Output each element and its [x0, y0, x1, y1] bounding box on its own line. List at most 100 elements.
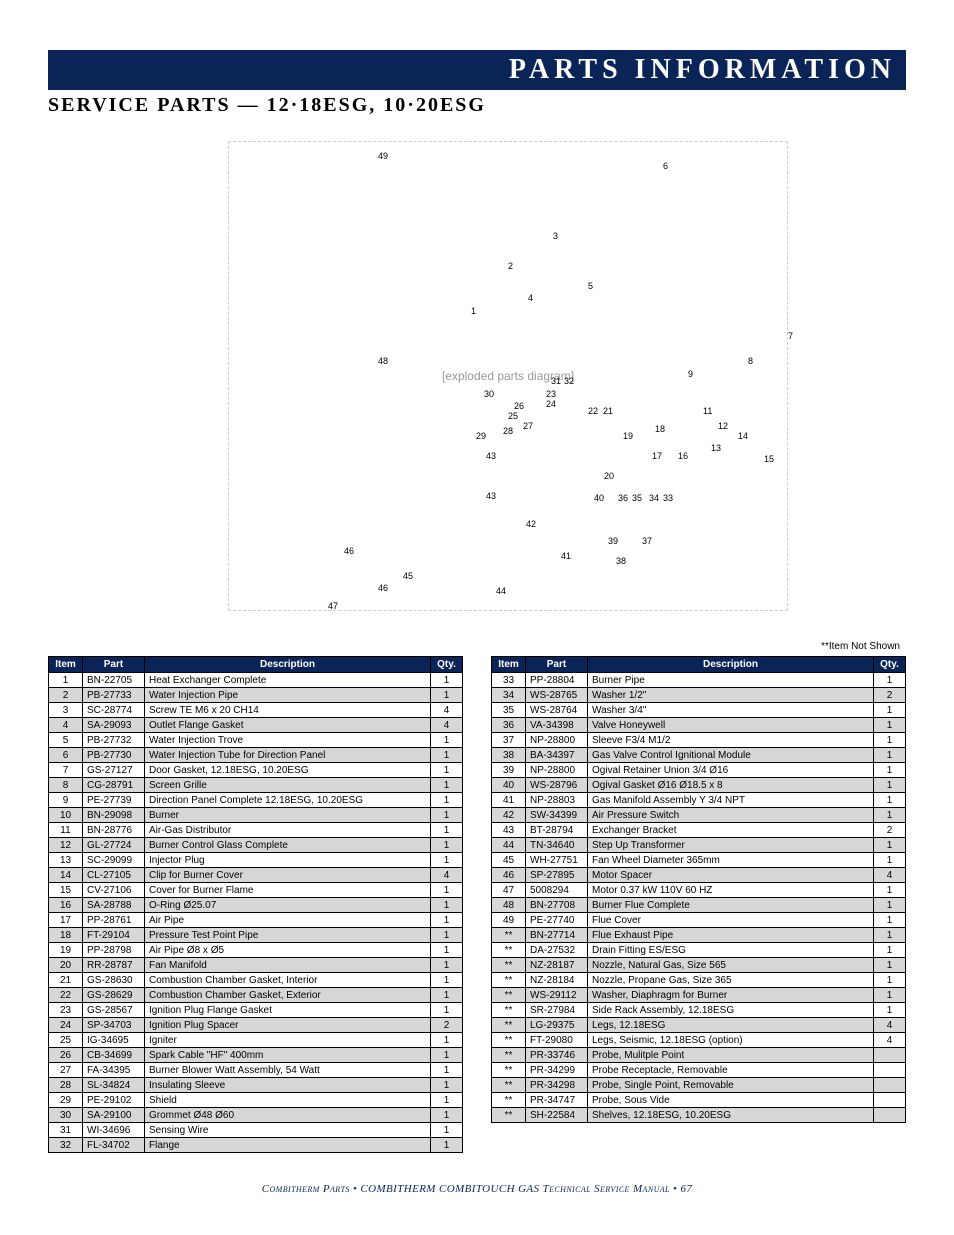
cell-desc: Motor 0.37 kW 110V 60 HZ: [588, 883, 874, 898]
callout: 21: [603, 406, 613, 416]
callout: 46: [344, 546, 354, 556]
cell-qty: 1: [431, 778, 463, 793]
callout: 13: [711, 443, 721, 453]
callout: 32: [564, 376, 574, 386]
cell-item: 30: [49, 1108, 83, 1123]
cell-part: CV-27106: [83, 883, 145, 898]
table-row: **DA-27532Drain Fitting ES/ESG1: [492, 943, 906, 958]
cell-desc: Probe, Single Point, Removable: [588, 1078, 874, 1093]
cell-item: **: [492, 1078, 526, 1093]
callout: 24: [546, 399, 556, 409]
callout: 40: [594, 493, 604, 503]
left-table-wrap: Item Part Description Qty. 1BN-22705Heat…: [48, 656, 463, 1153]
table-row: 6PB-27730Water Injection Tube for Direct…: [49, 748, 463, 763]
table-row: 3SC-28774Screw TE M6 x 20 CH144: [49, 703, 463, 718]
cell-part: IG-34695: [83, 1033, 145, 1048]
cell-desc: Screw TE M6 x 20 CH14: [145, 703, 431, 718]
cell-item: **: [492, 1033, 526, 1048]
callout: 47: [328, 601, 338, 611]
cell-qty: 1: [431, 808, 463, 823]
cell-part: NZ-28184: [526, 973, 588, 988]
cell-qty: 1: [431, 1093, 463, 1108]
cell-item: **: [492, 1093, 526, 1108]
table-row: 36VA-34398Valve Honeywell1: [492, 718, 906, 733]
table-row: 8CG-28791Screen Grille1: [49, 778, 463, 793]
callout: 9: [688, 369, 693, 379]
cell-item: 3: [49, 703, 83, 718]
cell-part: WH-27751: [526, 853, 588, 868]
cell-part: SH-22584: [526, 1108, 588, 1123]
cell-qty: 1: [431, 1048, 463, 1063]
cell-desc: Gas Valve Control Ignitional Module: [588, 748, 874, 763]
cell-desc: Combustion Chamber Gasket, Exterior: [145, 988, 431, 1003]
cell-qty: 1: [431, 928, 463, 943]
cell-desc: Heat Exchanger Complete: [145, 673, 431, 688]
cell-desc: Fan Manifold: [145, 958, 431, 973]
cell-desc: Ignition Plug Spacer: [145, 1018, 431, 1033]
right-table-wrap: Item Part Description Qty. 33PP-28804Bur…: [491, 656, 906, 1123]
cell-qty: 4: [874, 1018, 906, 1033]
table-row: **SH-22584Shelves, 12.18ESG, 10.20ESG: [492, 1108, 906, 1123]
tables-row: Item Part Description Qty. 1BN-22705Heat…: [48, 656, 906, 1153]
table-row: 42SW-34399Air Pressure Switch1: [492, 808, 906, 823]
cell-desc: Shield: [145, 1093, 431, 1108]
callout: 27: [523, 421, 533, 431]
cell-qty: 1: [431, 838, 463, 853]
cell-desc: Flue Exhaust Pipe: [588, 928, 874, 943]
cell-item: 31: [49, 1123, 83, 1138]
cell-desc: Direction Panel Complete 12.18ESG, 10.20…: [145, 793, 431, 808]
cell-item: 49: [492, 913, 526, 928]
cell-desc: Flue Cover: [588, 913, 874, 928]
table-row: 19PP-28798Air Pipe Ø8 x Ø51: [49, 943, 463, 958]
cell-desc: Burner Blower Watt Assembly, 54 Watt: [145, 1063, 431, 1078]
table-row: 32FL-34702Flange1: [49, 1138, 463, 1153]
cell-part: PR-33746: [526, 1048, 588, 1063]
cell-part: PR-34747: [526, 1093, 588, 1108]
table-row: **FT-29080Legs, Seismic, 12.18ESG (optio…: [492, 1033, 906, 1048]
cell-part: NP-28800: [526, 763, 588, 778]
cell-qty: 1: [431, 1003, 463, 1018]
cell-qty: 1: [874, 898, 906, 913]
cell-part: NP-28800: [526, 733, 588, 748]
cell-desc: Burner Control Glass Complete: [145, 838, 431, 853]
table-row: 34WS-28765Washer 1/2"2: [492, 688, 906, 703]
cell-qty: 1: [431, 763, 463, 778]
cell-part: WS-28765: [526, 688, 588, 703]
cell-desc: Ogival Retainer Union 3/4 Ø16: [588, 763, 874, 778]
callout: 38: [616, 556, 626, 566]
table-row: 25IG-34695Igniter1: [49, 1033, 463, 1048]
cell-qty: 1: [431, 898, 463, 913]
cell-item: 27: [49, 1063, 83, 1078]
cell-item: 48: [492, 898, 526, 913]
table-row: 23GS-28567Ignition Plug Flange Gasket1: [49, 1003, 463, 1018]
cell-qty: 1: [431, 1108, 463, 1123]
cell-desc: Flange: [145, 1138, 431, 1153]
cell-desc: Ogival Gasket Ø16 Ø18.5 x 8: [588, 778, 874, 793]
cell-qty: 1: [431, 1063, 463, 1078]
cell-part: BA-34397: [526, 748, 588, 763]
cell-qty: 1: [874, 943, 906, 958]
table-row: **BN-27714Flue Exhaust Pipe1: [492, 928, 906, 943]
table-row: **PR-34299Probe Receptacle, Removable: [492, 1063, 906, 1078]
th-part: Part: [83, 657, 145, 673]
cell-part: PB-27732: [83, 733, 145, 748]
cell-desc: Door Gasket, 12.18ESG, 10.20ESG: [145, 763, 431, 778]
cell-desc: Legs, 12.18ESG: [588, 1018, 874, 1033]
cell-part: BT-28794: [526, 823, 588, 838]
cell-item: 13: [49, 853, 83, 868]
cell-qty: 1: [874, 883, 906, 898]
callout: 36: [618, 493, 628, 503]
cell-part: 5008294: [526, 883, 588, 898]
callout: 46: [378, 583, 388, 593]
cell-item: 42: [492, 808, 526, 823]
cell-desc: Fan Wheel Diameter 365mm: [588, 853, 874, 868]
cell-part: SP-34703: [83, 1018, 145, 1033]
cell-desc: Combustion Chamber Gasket, Interior: [145, 973, 431, 988]
callout: 3: [553, 231, 558, 241]
callout: 14: [738, 431, 748, 441]
cell-item: 26: [49, 1048, 83, 1063]
cell-item: 44: [492, 838, 526, 853]
table-row: **NZ-28187Nozzle, Natural Gas, Size 5651: [492, 958, 906, 973]
table-row: 43BT-28794Exchanger Bracket2: [492, 823, 906, 838]
table-row: 21GS-28630Combustion Chamber Gasket, Int…: [49, 973, 463, 988]
